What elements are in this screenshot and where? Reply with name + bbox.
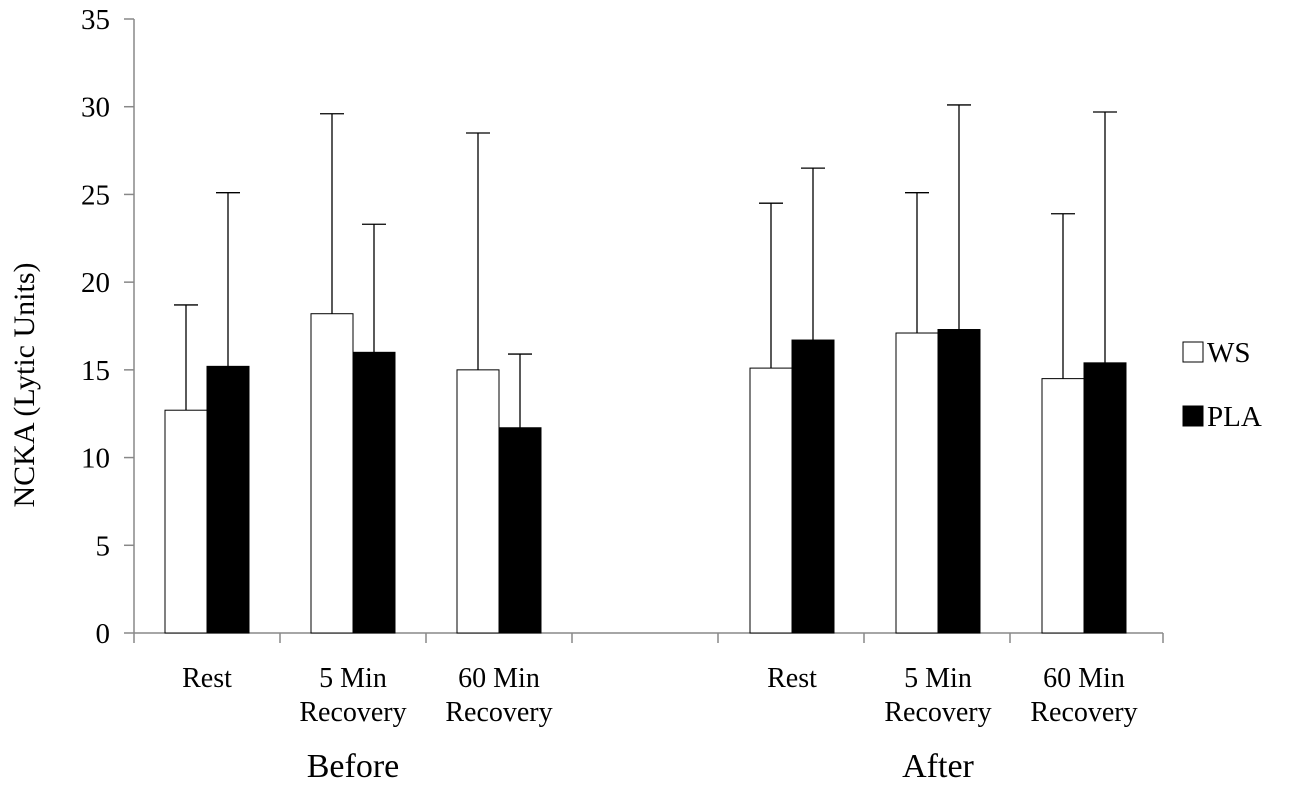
x-category-label: Rest [767,663,817,694]
bar-pla [1083,362,1127,634]
bar-pla [498,427,542,634]
x-category-label: 5 Min [319,663,387,694]
x-category-label: Recovery [299,697,406,728]
x-category-label: Recovery [1030,697,1137,728]
legend-swatch-pla [1182,405,1204,427]
y-axis-label: NCKA (Lytic Units) [8,263,41,508]
bar-pla [352,351,396,634]
x-category-label: Rest [182,663,232,694]
legend-label-pla: PLA [1207,401,1262,433]
x-category-label: 60 Min [458,663,540,694]
bars [164,313,1127,634]
y-tick-label: 20 [81,267,110,299]
bar-ws [310,313,354,634]
y-axis: 0 5 10 15 20 25 30 35 [81,4,135,650]
bar-ws [895,332,939,634]
bar-pla [937,329,981,634]
y-tick-label: 0 [96,618,111,650]
bar-ws [164,409,208,634]
y-tick-label: 35 [81,4,110,36]
x-category-label: 5 Min [904,663,972,694]
x-category-label: 60 Min [1043,663,1125,694]
x-group-label: Before [307,748,400,785]
legend-swatch-ws [1182,341,1204,363]
error-bars [174,104,1117,428]
y-tick-label: 5 [96,530,111,562]
legend: WS PLA [1182,337,1262,433]
legend-label-ws: WS [1207,337,1251,369]
y-tick-label: 30 [81,92,110,124]
x-category-label: Recovery [884,697,991,728]
y-tick-label: 10 [81,443,110,475]
bar-pla [206,365,250,634]
x-group-label: After [902,748,974,785]
bar-ws [1041,378,1085,634]
y-tick-label: 15 [81,355,110,387]
bar-ws [749,367,793,634]
bar-ws [456,369,500,634]
y-tick-label: 25 [81,179,110,211]
x-category-label: Recovery [445,697,552,728]
bar-pla [791,339,835,634]
